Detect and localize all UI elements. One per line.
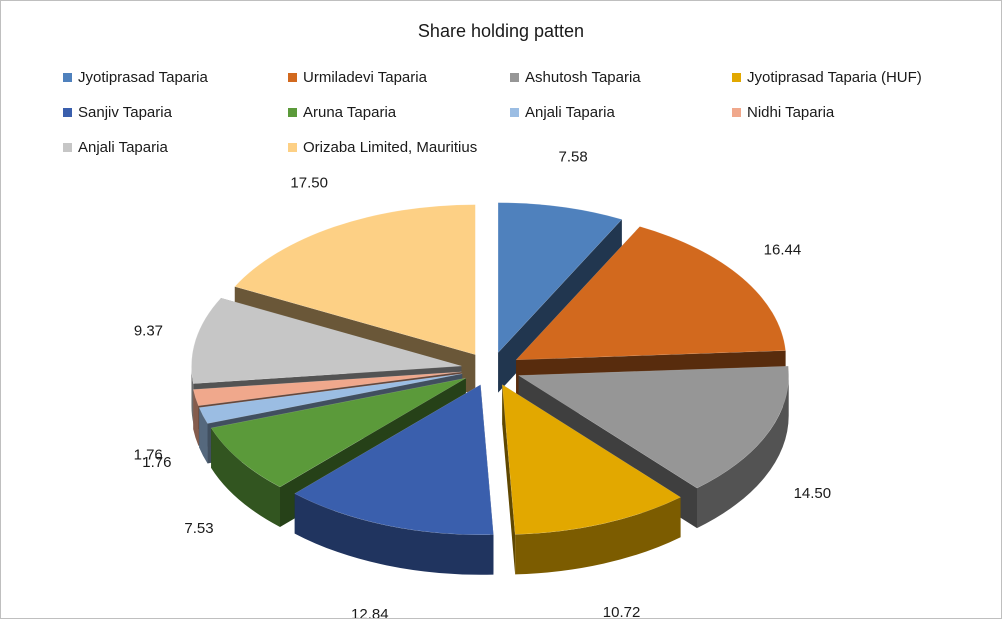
legend-label: Aruna Taparia	[303, 103, 397, 121]
data-label: 7.58	[558, 148, 587, 165]
legend-label: Urmiladevi Taparia	[303, 68, 427, 86]
pie-slice	[294, 384, 494, 535]
data-label: 10.72	[603, 604, 641, 618]
legend-swatch	[63, 142, 72, 152]
legend-label: Ashutosh Taparia	[525, 68, 641, 86]
data-label: 12.84	[351, 606, 389, 618]
data-label: 9.37	[134, 323, 163, 340]
data-label: 16.44	[764, 241, 802, 258]
pie-slice	[234, 204, 476, 356]
data-label: 17.50	[290, 174, 328, 191]
legend-swatch	[510, 72, 519, 82]
pie-slice	[193, 371, 462, 407]
legend-label: Sanjiv Taparia	[78, 103, 172, 121]
legend-item: Aruna Taparia	[288, 103, 396, 121]
legend-item: Jyotiprasad Taparia (HUF)	[732, 68, 922, 86]
legend-item: Urmiladevi Taparia	[288, 68, 427, 86]
legend-label: Orizaba Limited, Mauritius	[303, 138, 478, 156]
pie-slice	[497, 202, 623, 354]
legend-label: Nidhi Taparia	[747, 103, 835, 121]
legend-swatch	[732, 107, 741, 117]
pie-slice	[501, 384, 682, 535]
legend-swatch	[288, 142, 297, 152]
legend-label: Anjali Taparia	[78, 138, 168, 156]
legend-swatch	[732, 72, 741, 82]
pie-slice	[515, 226, 786, 361]
legend-item: Anjali Taparia	[63, 138, 168, 156]
legend-item: Jyotiprasad Taparia	[63, 68, 208, 86]
legend-item: Ashutosh Taparia	[510, 68, 641, 86]
chart-title: Share holding patten	[417, 21, 585, 41]
data-label: 1.76	[134, 447, 163, 464]
data-label: 7.53	[184, 520, 213, 537]
legend-label: Jyotiprasad Taparia	[78, 68, 208, 86]
legend-label: Anjali Taparia	[525, 103, 615, 121]
legend-swatch	[63, 107, 72, 117]
legend-swatch	[510, 107, 519, 117]
data-label: 14.50	[794, 485, 832, 502]
legend-item: Orizaba Limited, Mauritius	[288, 138, 477, 156]
legend-swatch	[63, 72, 72, 82]
pie-slice	[517, 365, 789, 489]
legend-label: Jyotiprasad Taparia (HUF)	[747, 68, 922, 86]
legend-swatch	[288, 72, 297, 82]
legend-item: Nidhi Taparia	[732, 103, 834, 121]
legend-item: Sanjiv Taparia	[63, 103, 172, 121]
legend-swatch	[288, 107, 297, 117]
pie-slice	[198, 373, 463, 424]
legend-item: Anjali Taparia	[510, 103, 615, 121]
pie-slice	[210, 377, 466, 488]
data-label: 1.76	[142, 454, 171, 471]
pie-slice	[191, 297, 462, 384]
